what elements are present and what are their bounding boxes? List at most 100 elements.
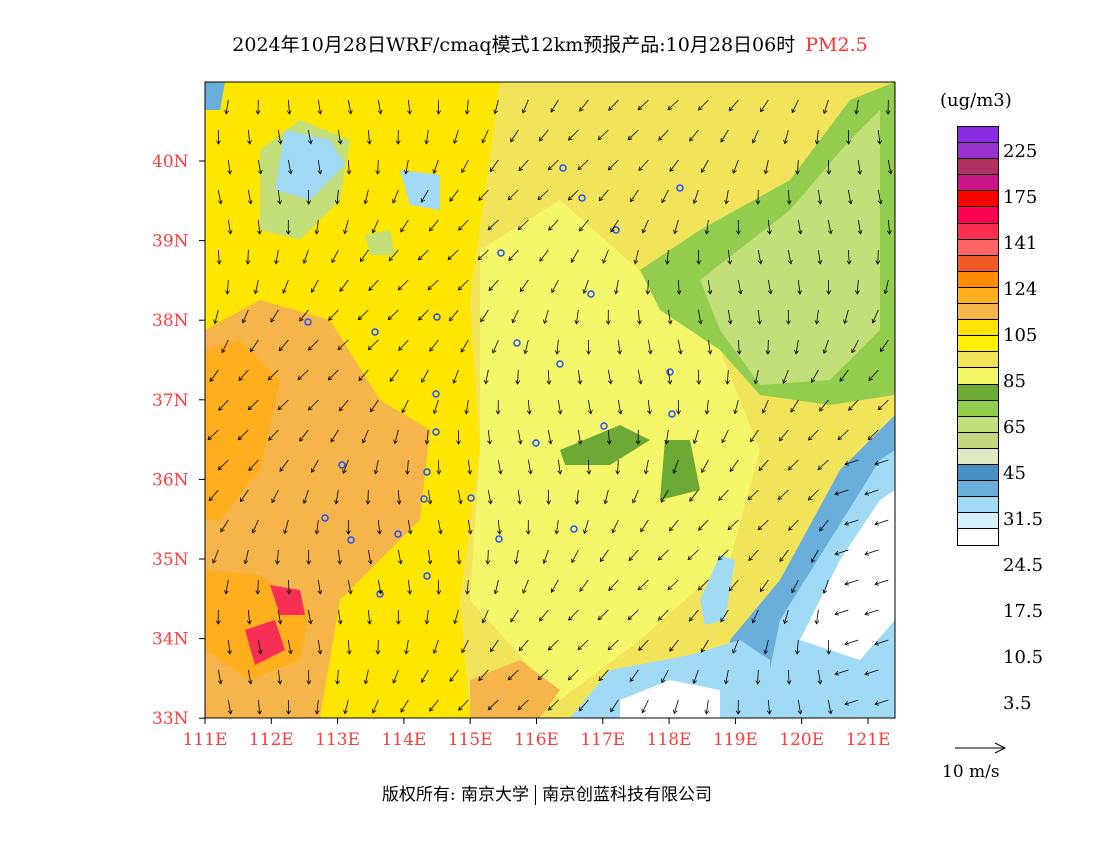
wind-arrow-icon: [786, 669, 792, 685]
wind-arrow-icon: [510, 609, 519, 623]
wind-arrow-icon: [542, 309, 549, 325]
wind-arrow-icon: [213, 309, 219, 325]
wind-arrow-icon: [810, 549, 819, 563]
wind-arrow-icon: [334, 489, 339, 505]
wind-arrow-icon: [844, 519, 859, 526]
wind-arrow-icon: [436, 579, 442, 595]
wind-arrow-icon: [508, 249, 519, 261]
copyright-left: 版权所有: 南京大学: [381, 785, 530, 805]
wind-arrow-icon: [238, 369, 249, 382]
wind-arrow-icon: [611, 519, 619, 534]
wind-arrow-icon: [287, 639, 293, 655]
wind-arrow-icon: [522, 579, 529, 594]
legend-bin: [958, 529, 998, 546]
wind-arrow-icon: [787, 249, 793, 265]
wind-arrow-icon: [363, 189, 369, 205]
wind-arrow-icon: [337, 609, 343, 625]
wind-arrow-icon: [586, 339, 592, 355]
wind-arrow-icon: [747, 489, 759, 501]
lon-tick-label: 120E: [779, 730, 824, 750]
city-marker: [394, 530, 402, 538]
wind-arrow-icon: [277, 129, 283, 145]
lat-tick-label: 33N: [152, 709, 189, 729]
wind-arrow-icon: [275, 549, 280, 565]
legend-bin: [958, 207, 998, 224]
wind-arrow-icon: [877, 189, 883, 205]
wind-arrow-icon: [338, 399, 349, 412]
wind-arrow-icon: [517, 699, 529, 711]
lon-tick-label: 112E: [249, 730, 294, 750]
wind-arrow-icon: [732, 639, 739, 654]
wind-arrow-icon: [844, 699, 859, 706]
wind-arrow-icon: [657, 549, 669, 561]
wind-arrow-icon: [846, 249, 852, 265]
legend-bin: [958, 416, 998, 433]
wind-arrow-icon: [788, 519, 799, 531]
wind-arrow-icon: [617, 399, 623, 415]
wind-arrow-icon: [791, 99, 799, 114]
wind-arrow-icon: [837, 429, 849, 441]
wind-arrow-icon: [389, 369, 399, 383]
wind-arrow-icon: [478, 669, 489, 681]
wind-arrow-icon: [848, 399, 859, 411]
wind-arrow-icon: [497, 459, 503, 475]
wind-arrow-icon: [854, 99, 860, 115]
city-marker: [668, 410, 676, 418]
wind-arrow-icon: [767, 279, 773, 295]
wind-arrow-icon: [579, 99, 589, 112]
wind-arrow-icon: [257, 639, 263, 655]
wind-arrow-icon: [310, 279, 319, 293]
wind-arrow-icon: [478, 189, 489, 201]
wind-arrow-icon: [676, 279, 682, 295]
wind-arrow-icon: [843, 309, 849, 325]
wind-arrow-icon: [477, 249, 489, 261]
wind-arrow-icon: [629, 669, 639, 683]
wind-arrow-icon: [605, 309, 611, 325]
wind-arrow-icon: [578, 699, 589, 712]
lon-tick-label: 115E: [448, 730, 493, 750]
wind-arrow-icon: [664, 429, 670, 445]
wind-arrow-icon: [546, 489, 552, 505]
wind-arrow-icon: [864, 669, 879, 676]
wind-arrow-icon: [366, 129, 372, 145]
wind-arrow-icon: [587, 399, 593, 415]
legend-bin: [958, 287, 998, 305]
wind-arrow-icon: [637, 99, 649, 111]
wind-arrow-icon: [877, 129, 882, 145]
wind-arrow-icon: [551, 279, 559, 294]
wind-arrow-icon: [607, 639, 619, 651]
wind-arrow-icon: [733, 399, 739, 415]
legend-label: 10.5: [1003, 647, 1044, 668]
wind-arrow-icon: [817, 249, 823, 265]
wind-arrow-icon: [367, 549, 373, 565]
wind-arrow-icon: [487, 699, 499, 711]
legend-label: 175: [1003, 187, 1038, 208]
wind-arrow-icon: [400, 219, 409, 233]
wind-arrow-icon: [658, 129, 669, 141]
wind-arrow-icon: [689, 129, 699, 142]
lat-tick-label: 38N: [152, 311, 189, 331]
wind-arrow-icon: [864, 489, 879, 496]
wind-arrow-icon: [359, 249, 369, 263]
wind-arrow-icon: [755, 669, 761, 685]
wind-arrow-icon: [461, 639, 469, 654]
wind-arrow-icon: [507, 189, 519, 201]
wind-arrow-icon: [418, 309, 429, 321]
city-marker: [559, 164, 567, 172]
wind-arrow-icon: [697, 309, 703, 325]
wind-arrow-icon: [817, 669, 823, 685]
wind-arrow-icon: [424, 429, 430, 445]
wind-arrow-icon: [760, 99, 769, 113]
lat-tick-label: 40N: [152, 152, 189, 172]
wind-arrow-icon: [637, 579, 649, 591]
wind-arrow-icon: [343, 699, 349, 715]
wind-arrow-icon: [727, 309, 733, 325]
wind-arrow-icon: [514, 549, 519, 565]
wind-arrow-icon: [429, 339, 439, 352]
wind-arrow-icon: [375, 639, 381, 655]
wind-arrow-icon: [397, 279, 409, 291]
wind-arrow-icon: [647, 339, 653, 355]
wind-arrow-icon: [834, 489, 849, 496]
wind-arrow-icon: [427, 549, 433, 565]
wind-arrow-icon: [460, 339, 469, 353]
